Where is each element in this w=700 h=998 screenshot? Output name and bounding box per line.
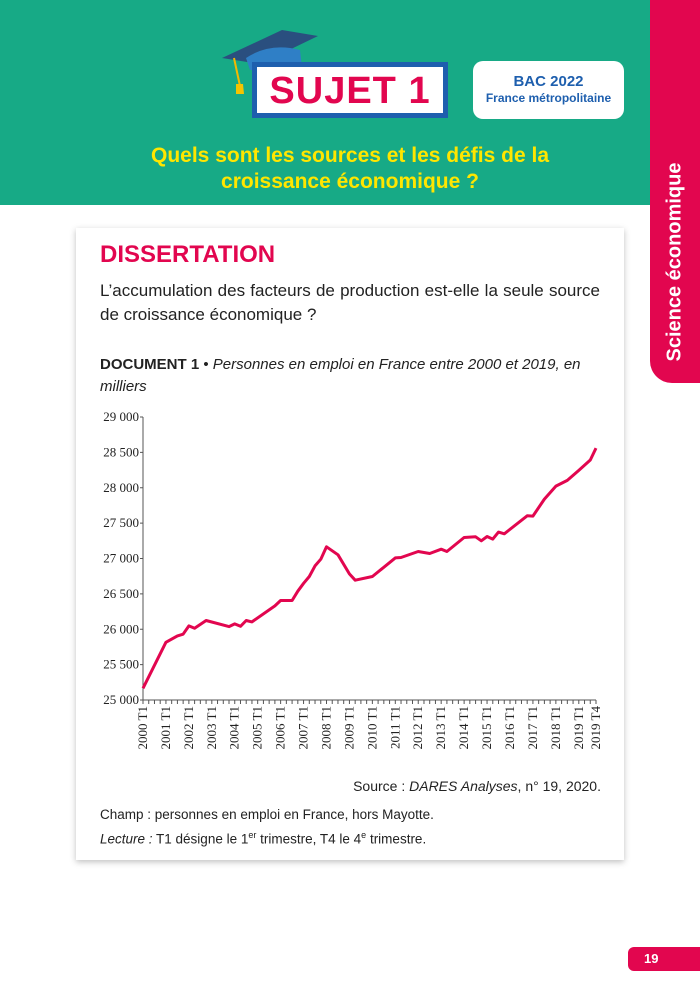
exercise-type: DISSERTATION (100, 241, 276, 268)
y-tick-label: 27 000 (103, 551, 139, 566)
side-tab: Science économique (650, 0, 700, 383)
x-tick-label: 2001 T1 (158, 706, 173, 749)
lecture-sup: e (361, 830, 367, 840)
lecture-text: T1 désigne le 1 (152, 831, 249, 847)
x-tick-label: 2012 T1 (410, 706, 425, 749)
x-tick-label: 2006 T1 (273, 706, 288, 749)
lecture-sup: er (248, 830, 257, 840)
employment-line-chart: 25 000 25 500 26 000 26 500 27 000 27 500 28 0… (103, 409, 603, 750)
page-number: 19 (628, 947, 700, 971)
exam-badge: BAC 2022 France métropolitaine (473, 61, 624, 119)
document-caption: DOCUMENT 1 • Personnes en emploi en Fran… (100, 354, 600, 398)
lecture-label: Lecture : (100, 831, 153, 847)
x-tick-label: 2019 T1 (571, 706, 586, 749)
y-tick-label: 25 000 (103, 692, 139, 707)
y-tick-label: 26 500 (103, 586, 139, 601)
document-label: DOCUMENT 1 (100, 356, 200, 373)
x-tick-label: 2008 T1 (318, 706, 333, 749)
x-tick-label: 2000 T1 (135, 706, 150, 749)
x-tick-label: 2011 T1 (387, 706, 402, 749)
document-source: Source : DARES Analyses, n° 19, 2020. (353, 778, 601, 794)
exam-year: BAC 2022 (513, 73, 584, 90)
subject-label: SUJET 1 (252, 62, 448, 118)
y-tick-label: 28 500 (103, 444, 139, 459)
y-tick-label: 29 000 (103, 409, 139, 424)
header-banner: SUJET 1 BAC 2022 France métropolitaine Q… (0, 0, 700, 205)
x-tick-label: 2015 T1 (479, 706, 494, 749)
separator: • (199, 356, 213, 373)
chapter-question: Quels sont les sources et les défis de l… (151, 144, 549, 193)
y-tick-label: 28 000 (103, 480, 139, 495)
lecture-note: Lecture : T1 désigne le 1er trimestre, T… (100, 825, 434, 850)
page-number-text: 19 (644, 951, 659, 966)
exercise-card (76, 228, 624, 860)
x-tick-label: 2005 T1 (250, 706, 265, 749)
x-tick-label: 2009 T1 (341, 706, 356, 749)
x-tick-label: 2002 T1 (181, 706, 196, 749)
side-tab-label: Science économique (663, 162, 686, 362)
source-suffix: , n° 19, 2020. (517, 778, 601, 794)
x-tick-label: 2017 T1 (525, 706, 540, 749)
document-notes: Champ : personnes en emploi en France, h… (100, 805, 434, 850)
champ-note: Champ : personnes en emploi en France, h… (100, 807, 434, 822)
x-tick-label: 2013 T1 (433, 706, 448, 749)
y-tick-label: 25 500 (103, 657, 139, 672)
x-tick-label: 2014 T1 (456, 706, 471, 749)
x-tick-label: 2007 T1 (296, 706, 311, 749)
exam-location: France métropolitaine (485, 91, 612, 105)
x-tick-label: 2019 T4 (588, 706, 603, 750)
source-prefix: Source : (353, 778, 410, 794)
lecture-text: trimestre, T4 le 4 (256, 831, 362, 847)
y-tick-label: 26 000 (103, 621, 139, 636)
x-tick-label: 2018 T1 (548, 706, 563, 749)
series-line (141, 447, 598, 689)
document-title: Personnes en emploi en France entre 2000… (100, 356, 581, 395)
x-tick-label: 2003 T1 (204, 706, 219, 749)
exercise-prompt: L’accumulation des facteurs de productio… (100, 281, 600, 324)
x-tick-label: 2004 T1 (227, 706, 242, 749)
lecture-text: trimestre. (366, 831, 427, 847)
x-tick-label: 2010 T1 (364, 706, 379, 749)
y-tick-label: 27 500 (103, 515, 139, 530)
source-title: DARES Analyses (409, 778, 518, 794)
x-tick-label: 2016 T1 (502, 706, 517, 749)
